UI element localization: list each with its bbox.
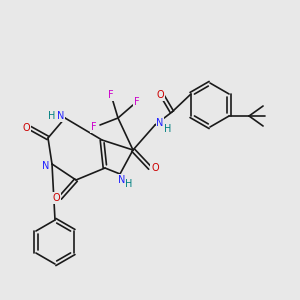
- Text: O: O: [22, 123, 30, 133]
- Text: O: O: [151, 163, 159, 173]
- Text: N: N: [156, 118, 164, 128]
- Text: F: F: [91, 122, 97, 132]
- Text: F: F: [108, 90, 114, 100]
- Text: N: N: [118, 175, 126, 185]
- Text: N: N: [42, 161, 50, 171]
- Text: H: H: [164, 124, 172, 134]
- Text: H: H: [48, 111, 56, 121]
- Text: N: N: [57, 111, 65, 121]
- Text: O: O: [52, 193, 60, 203]
- Text: F: F: [134, 97, 140, 107]
- Text: H: H: [125, 179, 133, 189]
- Text: O: O: [156, 90, 164, 100]
